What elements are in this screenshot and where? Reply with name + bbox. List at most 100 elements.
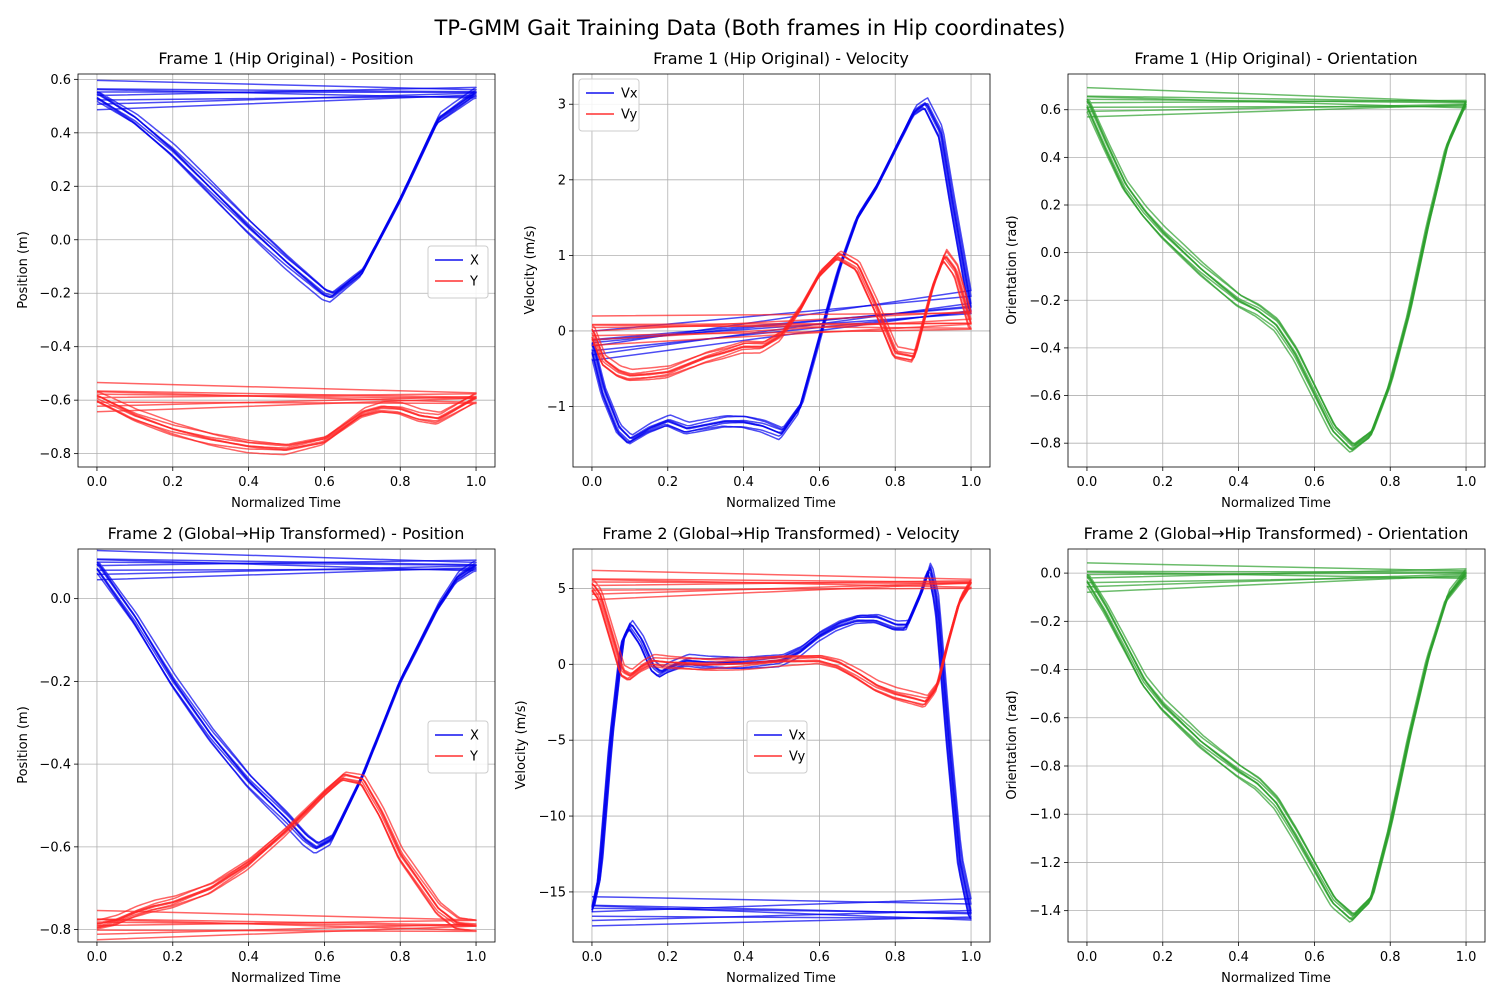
series-line-vx-trial (591, 107, 972, 445)
x-tick-label: 0.6 (809, 950, 830, 965)
panel-frame1-position: Frame 1 (Hip Original) - Position Normal… (16, 49, 414, 511)
y-tick-label: −0.4 (39, 340, 71, 355)
y-tick-label: −0.8 (1029, 759, 1061, 774)
x-axis-label: Normalized Time (1221, 971, 1331, 986)
series-line-orientation-trial (1086, 576, 1467, 923)
plot-frame (1067, 73, 1486, 468)
panel-frame1-orientation: Frame 1 (Hip Original) - Orientation Nor… (1005, 49, 1418, 511)
series-line-x-trial (96, 561, 477, 848)
series-line-x-trial (96, 88, 477, 299)
x-tick-label: 0.4 (733, 950, 754, 965)
series-line-vy-trial (591, 250, 972, 375)
series-line-y-trial (96, 381, 477, 446)
plot-frame (1067, 548, 1486, 943)
x-tick-label: 0.6 (1304, 950, 1325, 965)
x-tick-label: 0.4 (238, 475, 259, 490)
legend-label: Vy (621, 108, 638, 123)
series-line-vy-trial (591, 252, 972, 377)
series-line-x-trial (96, 558, 477, 850)
y-tick-label: −15 (539, 885, 566, 900)
series-line-vx-trial (591, 102, 972, 440)
x-axis-label: Normalized Time (726, 971, 836, 986)
x-tick-label: 0.2 (1152, 475, 1173, 490)
y-tick-label: −0.6 (1029, 711, 1061, 726)
series-line-vy-trial (591, 569, 972, 699)
legend-label: Y (469, 275, 478, 290)
chart-5: 0.0 0.2 0.4 0.6 0.8 1.0 −15 −10 −5 0 5 Vx Vy (539, 548, 991, 965)
series-line-vy-trial (591, 581, 972, 703)
series-line-y-trial (96, 779, 477, 933)
x-tick-label: 0.2 (162, 475, 183, 490)
x-tick-label: 0.8 (390, 950, 411, 965)
series-line-x-trial (96, 549, 477, 844)
series-line-y-trial (96, 391, 477, 447)
y-axis-label: Position (m) (16, 231, 31, 309)
series-line-vy-trial (591, 581, 972, 703)
x-tick-label: 0.6 (314, 475, 335, 490)
panel-title: Frame 1 (Hip Original) - Orientation (1134, 49, 1417, 68)
y-tick-label: 0.0 (1040, 567, 1061, 582)
x-tick-label: 0.0 (582, 950, 603, 965)
plot-frame (572, 548, 991, 943)
series-line-vy-trial (591, 578, 972, 708)
series-line-x-trial (96, 79, 477, 294)
y-tick-label: 0.4 (50, 126, 71, 141)
x-axis-label: Normalized Time (1221, 496, 1331, 511)
x-tick-label: 1.0 (961, 475, 982, 490)
legend-label: X (470, 254, 479, 269)
x-tick-label: 0.2 (162, 950, 183, 965)
y-axis-label: Position (m) (16, 706, 31, 784)
y-axis-label: Orientation (rad) (1005, 215, 1020, 324)
x-tick-label: 0.8 (1380, 950, 1401, 965)
y-tick-label: −5 (547, 734, 566, 749)
panel-frame2-position: Frame 2 (Global→Hip Transformed) - Posit… (16, 524, 464, 986)
y-tick-label: −1 (547, 400, 566, 415)
y-tick-label: −0.8 (1029, 437, 1061, 452)
series-line-orientation-trial (1086, 86, 1467, 446)
x-tick-label: 0.2 (657, 950, 678, 965)
y-tick-label: −0.2 (1029, 615, 1061, 630)
y-tick-label: 2 (558, 173, 566, 188)
figure-title: TP-GMM Gait Training Data (Both frames i… (434, 16, 1066, 40)
y-tick-label: −1.4 (1029, 904, 1061, 919)
x-tick-label: 0.4 (733, 475, 754, 490)
series-line-x-trial (96, 567, 477, 849)
series-line-orientation-trial (1086, 98, 1467, 447)
y-tick-label: −0.6 (1029, 389, 1061, 404)
y-tick-label: 0 (558, 658, 566, 673)
chart-3: 0.0 0.2 0.4 0.6 0.8 1.0 −0.8 −0.6 −0.4 −0.2 0.0 0.2… (1029, 73, 1486, 490)
x-tick-label: 1.0 (466, 475, 487, 490)
plot-frame (77, 548, 496, 943)
panel-title: Frame 2 (Global→Hip Transformed) - Posit… (108, 524, 465, 543)
y-tick-label: 0 (558, 324, 566, 339)
y-tick-label: −0.6 (39, 394, 71, 409)
y-tick-label: −1.0 (1029, 808, 1061, 823)
plot-frame (77, 73, 496, 468)
series-line-vx-trial (591, 108, 972, 443)
x-tick-label: 0.0 (1077, 475, 1098, 490)
series-line-orientation-trial (1086, 95, 1467, 451)
x-tick-label: 0.0 (87, 475, 108, 490)
panel-frame2-velocity: Frame 2 (Global→Hip Transformed) - Veloc… (514, 524, 960, 986)
x-tick-label: 0.0 (582, 475, 603, 490)
x-tick-label: 1.0 (961, 950, 982, 965)
panel-title: Frame 2 (Global→Hip Transformed) - Veloc… (602, 524, 959, 543)
plot-frame (572, 73, 991, 468)
series-line-x-trial (96, 558, 477, 850)
panel-title: Frame 1 (Hip Original) - Velocity (653, 49, 909, 68)
panel-title: Frame 1 (Hip Original) - Position (158, 49, 413, 68)
series-line-x-trial (96, 86, 477, 294)
y-axis-label: Velocity (m/s) (514, 700, 529, 789)
legend-box (427, 245, 489, 299)
y-tick-label: −0.4 (1029, 341, 1061, 356)
y-tick-label: −1.2 (1029, 856, 1061, 871)
series-line-orientation-trial (1086, 568, 1467, 915)
series-line-vx-trial (591, 103, 972, 443)
series-line-x-trial (96, 559, 477, 846)
legend-label: Vx (789, 729, 806, 744)
panel-frame1-velocity: Frame 1 (Hip Original) - Velocity Normal… (523, 49, 909, 511)
legend-label: Y (469, 750, 478, 765)
chart-4: 0.0 0.2 0.4 0.6 0.8 1.0 −0.8 −0.6 −0.4 −0.2 0.0 XY (39, 548, 496, 965)
x-tick-label: 0.2 (657, 475, 678, 490)
